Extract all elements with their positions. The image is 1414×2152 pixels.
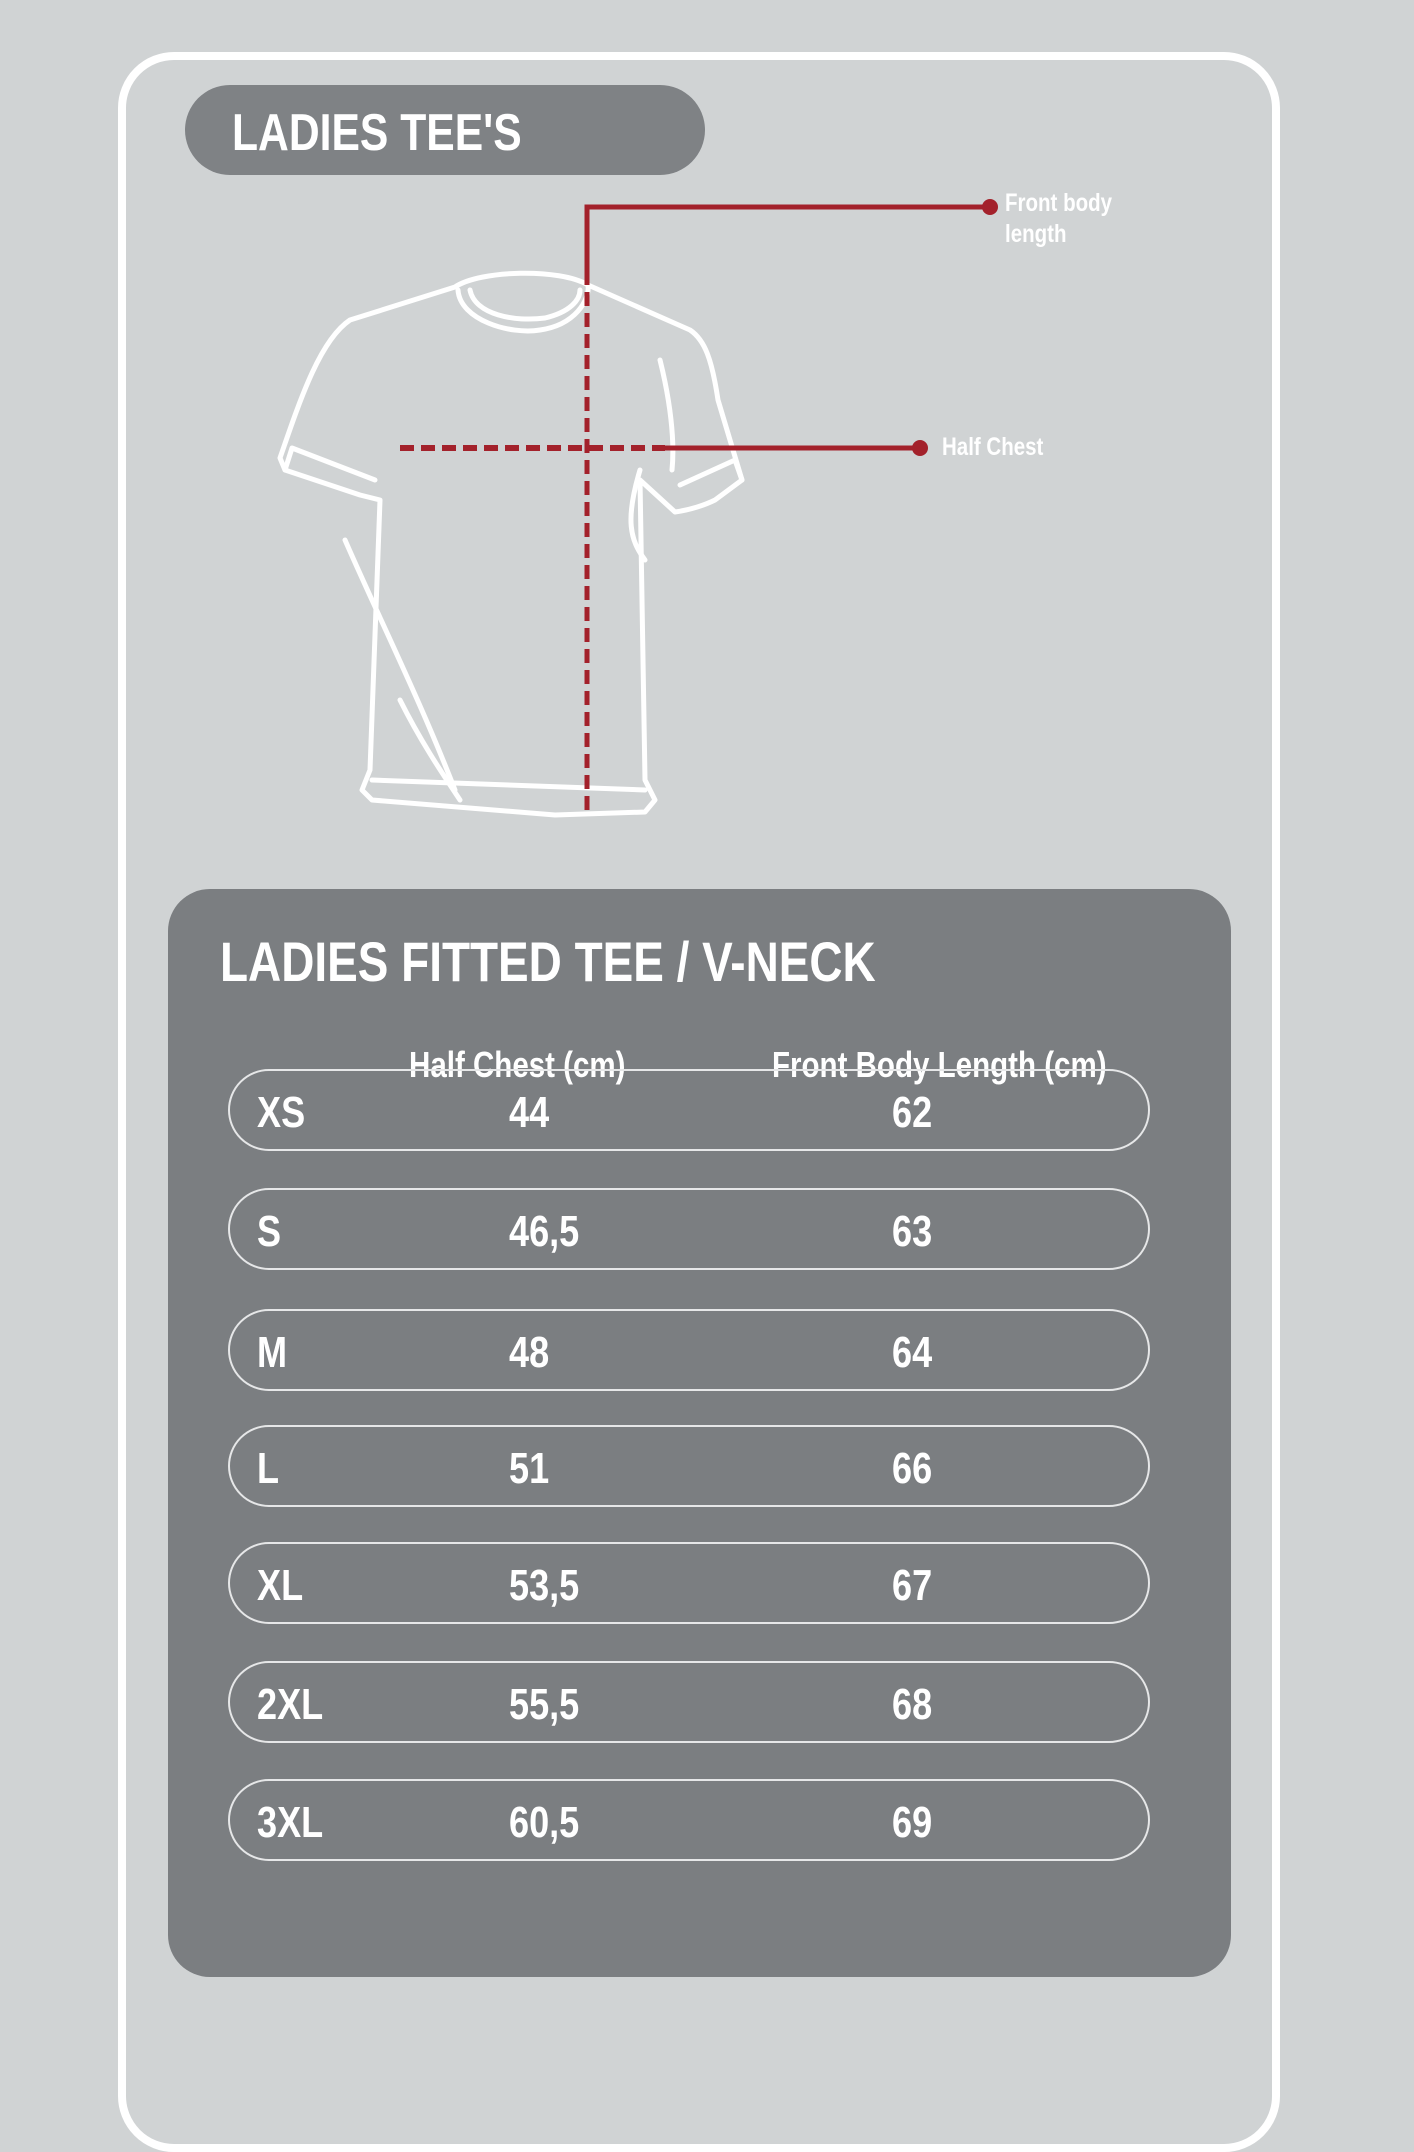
front-body-length-label: Front body length [1005, 189, 1113, 248]
table-row: S 46,5 63 [228, 1188, 1150, 1270]
front-body-length-dot [982, 199, 998, 215]
length-cell: 69 [892, 1798, 933, 1847]
section-title-pill: LADIES TEE'S [185, 85, 705, 175]
column-header-front-body-length: Front Body Length (cm) [772, 1044, 1107, 1085]
size-cell: S [257, 1207, 282, 1256]
column-header-half-chest: Half Chest (cm) [409, 1044, 626, 1085]
length-cell: 66 [892, 1444, 933, 1493]
half-chest-measure [400, 440, 928, 456]
table-row: M 48 64 [228, 1309, 1150, 1391]
size-cell: 2XL [257, 1680, 324, 1729]
half-chest-cell: 44 [509, 1088, 550, 1137]
table-row: XL 53,5 67 [228, 1542, 1150, 1624]
half-chest-cell: 51 [509, 1444, 550, 1493]
half-chest-dot [912, 440, 928, 456]
table-row: 3XL 60,5 69 [228, 1779, 1150, 1861]
table-title: LADIES FITTED TEE / V-NECK [220, 930, 876, 993]
half-chest-cell: 53,5 [509, 1561, 580, 1610]
section-title: LADIES TEE'S [232, 104, 522, 162]
t-shirt-outline [277, 270, 745, 818]
half-chest-cell: 60,5 [509, 1798, 580, 1847]
t-shirt-icon [277, 199, 998, 818]
length-cell: 67 [892, 1561, 933, 1610]
size-cell: 3XL [257, 1798, 324, 1847]
table-row: L 51 66 [228, 1425, 1150, 1507]
length-cell: 64 [892, 1328, 933, 1377]
half-chest-cell: 55,5 [509, 1680, 580, 1729]
size-cell: L [257, 1444, 280, 1493]
size-cell: XL [257, 1561, 304, 1610]
length-cell: 68 [892, 1680, 933, 1729]
length-cell: 63 [892, 1207, 933, 1256]
table-row: 2XL 55,5 68 [228, 1661, 1150, 1743]
length-cell: 62 [892, 1088, 933, 1137]
half-chest-cell: 48 [509, 1328, 550, 1377]
size-cell: M [257, 1328, 288, 1377]
size-cell: XS [257, 1088, 306, 1137]
table-row: XS 44 62 [228, 1069, 1150, 1151]
size-table-panel: LADIES FITTED TEE / V-NECK Half Chest (c… [168, 889, 1231, 1977]
front-body-length-measure [584, 199, 998, 810]
half-chest-cell: 46,5 [509, 1207, 580, 1256]
half-chest-label: Half Chest [942, 433, 1044, 461]
